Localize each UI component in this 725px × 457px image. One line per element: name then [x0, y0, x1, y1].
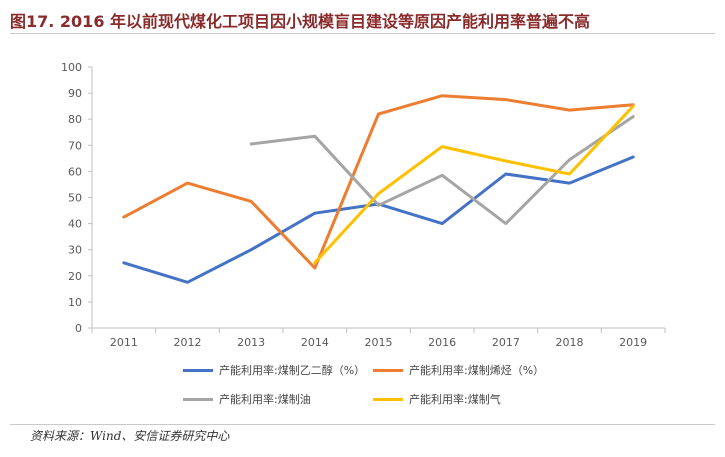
legend-label: 产能利用率:煤制乙二醇（%） — [219, 364, 366, 377]
y-tick-label: 10 — [68, 296, 82, 309]
legend-label: 产能利用率:煤制油 — [219, 393, 311, 406]
y-tick-label: 80 — [68, 113, 82, 126]
legend-label: 产能利用率:煤制气 — [409, 393, 501, 406]
source-note: 资料来源：Wind、安信证券研究中心 — [30, 429, 230, 443]
y-tick-label: 40 — [68, 218, 82, 231]
legend-item-ethylene-glycol: 产能利用率:煤制乙二醇（%） — [183, 362, 373, 378]
x-tick-label: 2017 — [492, 336, 520, 349]
y-tick-label: 50 — [68, 192, 82, 205]
x-tick-label: 2018 — [556, 336, 584, 349]
x-tick-label: 2019 — [619, 336, 647, 349]
legend-item-olefins: 产能利用率:煤制烯烃（%） — [373, 362, 603, 378]
y-tick-label: 90 — [68, 87, 82, 100]
y-tick-label: 60 — [68, 165, 82, 178]
source-divider — [10, 424, 715, 425]
legend: 产能利用率:煤制乙二醇（%） 产能利用率:煤制烯烃（%） 产能利用率:煤制油 产… — [183, 362, 603, 407]
x-tick-label: 2014 — [301, 336, 329, 349]
series-coal-to-oil-line — [249, 115, 635, 226]
y-tick-label: 100 — [61, 61, 82, 74]
legend-item-coal-to-oil: 产能利用率:煤制油 — [183, 391, 373, 407]
series-coal-to-gas-line — [313, 104, 635, 265]
legend-swatch — [373, 397, 403, 401]
y-tick-label: 20 — [68, 270, 82, 283]
legend-label: 产能利用率:煤制烯烃（%） — [409, 364, 545, 377]
legend-swatch — [183, 397, 213, 401]
y-tick-label: 70 — [68, 139, 82, 152]
legend-swatch — [373, 368, 403, 372]
x-tick-label: 2011 — [110, 336, 138, 349]
legend-swatch — [183, 368, 213, 372]
legend-item-coal-to-gas: 产能利用率:煤制气 — [373, 391, 603, 407]
y-tick-label: 30 — [68, 244, 82, 257]
series-olefins-line — [122, 94, 635, 270]
x-tick-label: 2012 — [174, 336, 202, 349]
x-tick-label: 2013 — [237, 336, 265, 349]
series-ethylene-glycol-line — [122, 155, 635, 284]
x-tick-label: 2016 — [428, 336, 456, 349]
x-tick-label: 2015 — [365, 336, 393, 349]
title-divider — [10, 33, 715, 34]
y-tick-label: 0 — [75, 322, 82, 335]
chart-title: 图17. 2016 年以前现代煤化工项目因小规模盲目建设等原因产能利用率普遍不高 — [10, 12, 591, 31]
